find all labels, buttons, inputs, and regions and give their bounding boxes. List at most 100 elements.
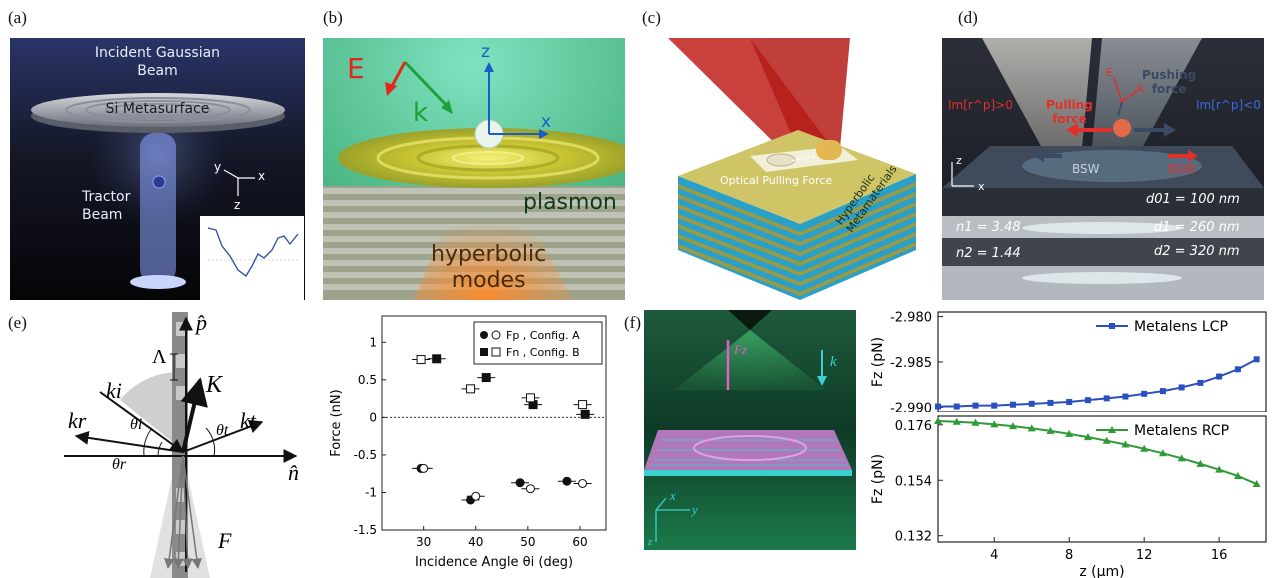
data-point bbox=[1103, 395, 1110, 402]
legend-marker bbox=[480, 348, 488, 356]
theta-i-label: θi bbox=[130, 416, 143, 433]
layer-n2-label: n2 = 1.44 bbox=[956, 246, 1021, 261]
legend-marker bbox=[491, 347, 501, 357]
y-tick-label: 0.132 bbox=[895, 530, 932, 545]
x-tick-label: 12 bbox=[1136, 548, 1153, 563]
data-point bbox=[562, 476, 572, 486]
pushing-force-label: Pushing force bbox=[1142, 68, 1197, 96]
panel-label-b: (b) bbox=[323, 8, 343, 27]
pulling-force-label: Pulling force bbox=[1046, 98, 1093, 126]
incident-beam-label: Incident Gaussian Beam bbox=[94, 45, 221, 79]
y-tick-label: 0 bbox=[369, 410, 377, 424]
x-tick-label: 8 bbox=[1065, 548, 1073, 563]
data-point bbox=[1122, 393, 1129, 400]
y-axis-label: Force (nN) bbox=[329, 389, 344, 456]
E-field-label: E bbox=[347, 52, 365, 85]
rcp-chart-svg: 0.132 0.154 0.176 4 8 12 16 z (μm) Fz (pN) Metale… bbox=[870, 415, 1267, 578]
plasmon-label: plasmon bbox=[523, 190, 617, 215]
data-point bbox=[934, 417, 942, 425]
data-point bbox=[952, 417, 961, 425]
plot-frame bbox=[381, 315, 607, 531]
panel-label-c: (c) bbox=[642, 8, 661, 27]
series-line bbox=[937, 420, 1258, 485]
theta-r-label: θr bbox=[112, 456, 127, 473]
bsw-right-label: BSW bbox=[1168, 162, 1196, 176]
legend-box bbox=[473, 321, 603, 365]
layer-d1-label: d1 = 260 nm bbox=[1154, 220, 1240, 235]
x-axis-label: x bbox=[541, 112, 552, 132]
data-point bbox=[1177, 454, 1186, 462]
K-vector-label: K bbox=[206, 372, 223, 398]
E-label: E bbox=[1106, 66, 1113, 79]
data-point bbox=[1065, 429, 1074, 437]
y-tick-label: -1 bbox=[365, 485, 377, 499]
x-tick-label: 40 bbox=[468, 535, 483, 549]
data-point bbox=[1141, 390, 1148, 397]
panel-d-bloch-surface-wave: Im[r^p]>0 Im[r^p]<0 Pulling force Pushing… bbox=[942, 38, 1264, 300]
data-point bbox=[935, 403, 941, 410]
z-label: z bbox=[956, 154, 962, 167]
layer-n1-label: n1 = 3.48 bbox=[956, 220, 1021, 235]
data-point bbox=[1233, 471, 1242, 479]
y-tick-label: 0.154 bbox=[895, 474, 932, 489]
data-point bbox=[1158, 449, 1167, 457]
data-point bbox=[1047, 399, 1054, 406]
x-axis-label: Incidence Angle θi (deg) bbox=[415, 555, 573, 570]
data-point bbox=[1253, 356, 1260, 363]
panel-e-grating-diagram: p̂ n̂ K F Λ ki kr kt θi θr θt bbox=[40, 310, 310, 578]
data-point bbox=[1215, 465, 1224, 473]
panel-f-metalens: Fz k x y z bbox=[644, 310, 856, 550]
data-point bbox=[990, 420, 999, 428]
layer-d01-label: d01 = 100 nm bbox=[1146, 192, 1240, 207]
panel-label-e: (e) bbox=[8, 313, 27, 332]
data-point bbox=[1197, 379, 1204, 386]
legend-marker bbox=[491, 330, 501, 340]
axis-x-label: x bbox=[258, 169, 266, 183]
data-point bbox=[1140, 444, 1149, 452]
data-point bbox=[471, 491, 481, 501]
panel-label-f: (f) bbox=[624, 313, 641, 332]
hyperbolic-modes-label: hyperbolic modes bbox=[431, 242, 547, 293]
force-chart-svg: 30 40 50 60 -1.5 -1 -0.5 0 0.5 1 Incidence Angle θ… bbox=[329, 315, 607, 570]
im-rp-positive-label: Im[r^p]>0 bbox=[948, 98, 1013, 112]
Fz-label: Fz bbox=[734, 342, 747, 357]
data-point bbox=[419, 463, 429, 473]
optical-pulling-force-label: Optical Pulling Force bbox=[720, 174, 833, 187]
legend-marker bbox=[1108, 426, 1116, 433]
p-hat-label: p̂ bbox=[196, 310, 207, 335]
n-hat-label: n̂ bbox=[288, 460, 299, 485]
im-rp-negative-label: Im[r^p]<0 bbox=[1196, 98, 1261, 112]
data-point bbox=[416, 355, 426, 365]
data-point bbox=[1234, 366, 1241, 373]
z-label-f: z bbox=[648, 536, 653, 548]
y-tick-label: 1 bbox=[369, 335, 377, 349]
data-point bbox=[515, 478, 525, 488]
data-point bbox=[1216, 373, 1223, 380]
k-vector-label: k bbox=[413, 98, 429, 128]
data-point bbox=[1121, 440, 1130, 448]
y-tick-label: -2.980 bbox=[890, 311, 932, 326]
data-point bbox=[525, 484, 535, 494]
z-axis-label: z bbox=[481, 42, 490, 62]
x-tick-label: 50 bbox=[520, 535, 535, 549]
legend-entry: Fn , Config. B bbox=[506, 346, 580, 359]
axis-z-label: z bbox=[234, 198, 241, 212]
plot-frame bbox=[937, 415, 1267, 543]
y-tick-label: -1.5 bbox=[354, 523, 377, 537]
x-tick-label: 4 bbox=[990, 548, 998, 563]
legend-marker bbox=[1109, 323, 1115, 329]
data-point bbox=[1196, 459, 1205, 467]
data-point bbox=[972, 402, 979, 409]
metasurface-label: Si Metasurface bbox=[105, 101, 210, 117]
data-point bbox=[1008, 422, 1017, 430]
panel-a-tractor-beam: Incident Gaussian Beam Si Metasurface Tra… bbox=[10, 38, 305, 300]
metalens-rcp-chart: 0.132 0.154 0.176 4 8 12 16 z (μm) Fz (pN) Metale… bbox=[866, 412, 1270, 578]
panel-b-plasmon: E k z x plasmon hyperbolic modes bbox=[323, 38, 625, 300]
data-point bbox=[525, 393, 535, 403]
x-tick-label: 30 bbox=[416, 535, 431, 549]
data-point bbox=[1046, 426, 1055, 434]
x-tick-label: 60 bbox=[572, 535, 587, 549]
legend-entry: Fp , Config. A bbox=[506, 329, 580, 342]
metalens-lcp-chart: -2.990 -2.985 -2.980 Fz (pN) Metalens LCP bbox=[866, 308, 1270, 412]
data-point bbox=[432, 354, 442, 364]
